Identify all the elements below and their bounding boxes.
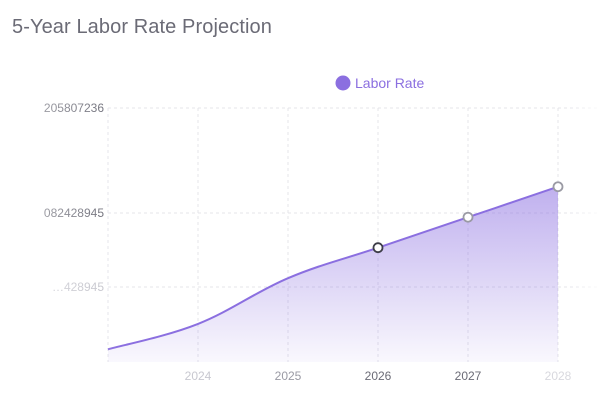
x-tick-label: 2025	[275, 369, 302, 383]
data-point	[372, 242, 384, 254]
x-tick-label: 2024	[185, 369, 212, 383]
x-tick-label: 2026	[365, 369, 392, 383]
chart-title: 5-Year Labor Rate Projection	[12, 16, 272, 38]
left-fade-overlay	[0, 40, 120, 380]
legend-label: Labor Rate	[355, 75, 424, 91]
right-fade-overlay	[420, 40, 600, 380]
chart-legend[interactable]: Labor Rate	[335, 75, 425, 91]
legend-marker	[335, 75, 351, 91]
